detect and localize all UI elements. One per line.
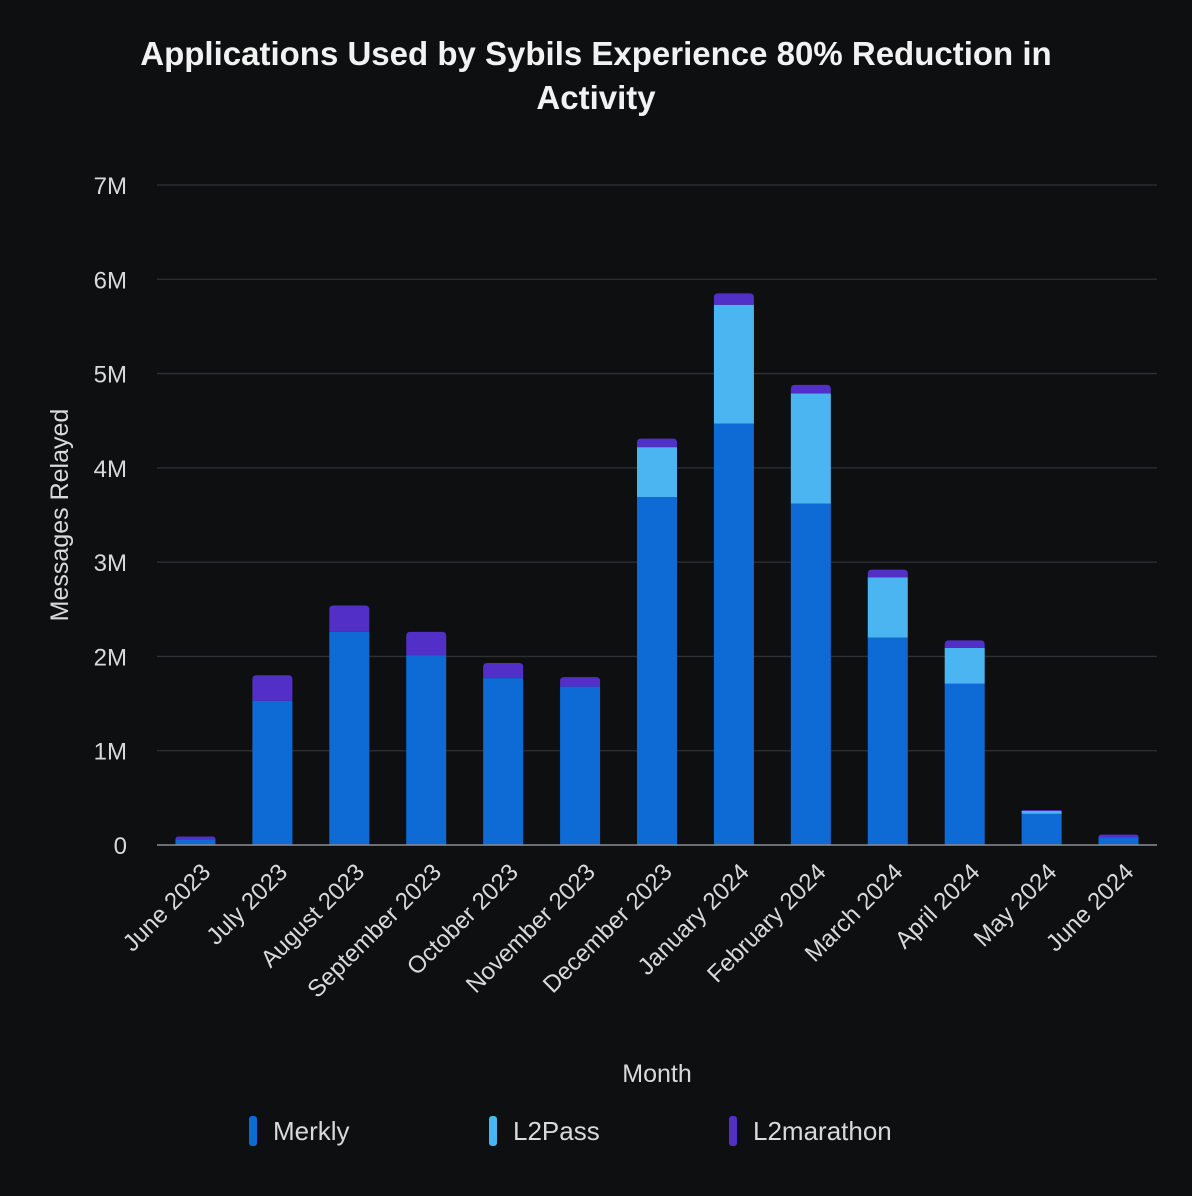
y-axis-ticks: 0 1M 2M 3M 4M 5M 6M 7M xyxy=(94,173,127,860)
chart-title-line: Applications Used by Sybils Experience 8… xyxy=(140,35,1051,72)
bar-merkly-february-2024 xyxy=(790,503,831,845)
y-tick-label: 1M xyxy=(94,739,127,766)
bar-l2marathon-october-2023 xyxy=(483,663,524,679)
bar-merkly-march-2024 xyxy=(867,637,908,845)
y-tick-label: 6M xyxy=(94,267,127,294)
bar-l2marathon-november-2023 xyxy=(560,677,601,687)
x-axis-title: Month xyxy=(622,1060,691,1088)
chart-title-line: Activity xyxy=(536,79,656,116)
y-tick-label: 3M xyxy=(94,550,127,577)
bar-l2marathon-march-2024 xyxy=(867,569,908,578)
bar-l2pass-may-2024 xyxy=(1021,811,1062,814)
bar-merkly-january-2024 xyxy=(713,423,754,845)
y-tick-label: 5M xyxy=(94,362,127,389)
bar-merkly-august-2023 xyxy=(329,631,370,845)
legend-item-l2marathon[interactable]: L2marathon xyxy=(729,1116,892,1146)
bar-l2marathon-june-2024 xyxy=(1098,834,1139,838)
y-tick-label: 4M xyxy=(94,456,127,483)
y-tick-label: 2M xyxy=(94,644,127,671)
bar-l2marathon-september-2023 xyxy=(406,631,447,656)
bar-merkly-may-2024 xyxy=(1021,813,1062,845)
bars xyxy=(175,293,1139,845)
bar-l2pass-january-2024 xyxy=(713,304,754,424)
bar-l2pass-december-2023 xyxy=(637,447,677,498)
bar-merkly-september-2023 xyxy=(406,655,447,845)
bar-merkly-june-2023 xyxy=(175,839,216,845)
bar-merkly-july-2023 xyxy=(252,700,293,845)
bar-l2marathon-june-2023 xyxy=(175,836,216,840)
bar-l2marathon-may-2024 xyxy=(1021,810,1062,812)
legend-swatch xyxy=(249,1116,257,1146)
bar-merkly-december-2023 xyxy=(637,497,677,845)
chart-title: Applications Used by Sybils Experience 8… xyxy=(140,35,1051,116)
y-axis-title: Messages Relayed xyxy=(46,409,74,622)
bar-merkly-june-2024 xyxy=(1098,837,1139,845)
legend-label: Merkly xyxy=(273,1116,350,1146)
y-tick-label: 0 xyxy=(114,833,127,860)
bar-l2marathon-april-2024 xyxy=(944,640,985,648)
legend-label: L2marathon xyxy=(753,1116,892,1146)
legend-swatch xyxy=(489,1116,497,1146)
legend-label: L2Pass xyxy=(513,1116,600,1146)
bar-l2pass-march-2024 xyxy=(867,577,908,638)
legend: Merkly L2Pass L2marathon xyxy=(249,1116,892,1146)
bar-merkly-april-2024 xyxy=(944,683,985,845)
y-tick-label: 7M xyxy=(94,173,127,200)
bar-merkly-october-2023 xyxy=(483,678,524,845)
bar-l2marathon-december-2023 xyxy=(637,438,677,448)
bar-merkly-november-2023 xyxy=(560,686,601,845)
legend-item-l2pass[interactable]: L2Pass xyxy=(489,1116,600,1146)
bar-l2marathon-august-2023 xyxy=(329,605,370,632)
legend-swatch xyxy=(729,1116,737,1146)
bar-l2marathon-july-2023 xyxy=(252,675,293,701)
bar-l2marathon-january-2024 xyxy=(713,293,754,305)
bar-l2marathon-february-2024 xyxy=(790,384,831,394)
legend-item-merkly[interactable]: Merkly xyxy=(249,1116,350,1146)
bar-l2pass-february-2024 xyxy=(790,393,831,504)
bar-l2pass-april-2024 xyxy=(944,647,985,684)
